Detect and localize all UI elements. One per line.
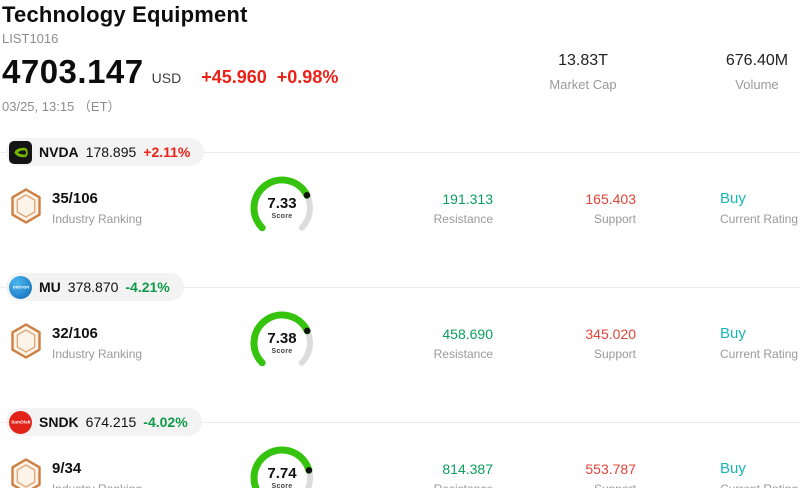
nvda-logo-icon [9, 140, 32, 164]
ranking-value: 9/34 [52, 460, 82, 477]
score-value: 7.38 [267, 330, 297, 347]
stock-symbol: NVDA [39, 144, 79, 160]
score-value: 7.74 [267, 465, 297, 482]
currency-label: USD [151, 70, 182, 86]
ranking-label: Industry Ranking [52, 347, 143, 361]
market-cap-value: 13.83T [558, 52, 608, 69]
volume-value: 676.40M [725, 52, 789, 69]
resistance-stat: 814.387 Resistance [342, 461, 493, 488]
timestamp: 03/25, 13:15 （ET） [2, 99, 121, 114]
sndk-logo-icon: SanDisk [9, 410, 32, 434]
ranking-label: Industry Ranking [52, 482, 222, 488]
industry-ranking: 9/34 Industry Ranking [52, 460, 222, 488]
rating-value[interactable]: Buy [720, 460, 746, 477]
score-gauge: 7.38 Score [242, 309, 322, 377]
price-change-pct: +0.98% [276, 67, 339, 87]
resistance-stat: 458.690 Resistance [342, 326, 493, 361]
stock-section-mu: micron MU 378.870 -4.21% 32/106 Industry… [0, 273, 800, 395]
score-label: Score [271, 483, 293, 488]
rating-stat: Buy Current Rating [636, 190, 800, 226]
stock-change-pct: -4.02% [143, 414, 188, 430]
rating-label: Current Rating [720, 212, 799, 226]
stock-change-pct: -4.21% [125, 279, 170, 295]
resistance-value: 814.387 [442, 460, 493, 477]
score-gauge: 7.74 Score [242, 444, 322, 488]
price-change: +45.960 [201, 67, 267, 87]
resistance-label: Resistance [433, 346, 493, 361]
volume-label: Volume [735, 77, 779, 92]
score-gauge: 7.33 Score [242, 174, 322, 242]
stock-header: NVDA 178.895 +2.11% [0, 138, 800, 166]
rating-stat: Buy Current Rating [636, 460, 800, 488]
rating-label: Current Rating [720, 347, 799, 361]
resistance-value: 191.313 [442, 190, 493, 207]
stock-symbol: MU [39, 279, 61, 295]
support-stat: 345.020 Support [493, 326, 636, 361]
stock-price: 178.895 [85, 144, 137, 160]
stock-body: 35/106 Industry Ranking 7.33 Score 191.3… [0, 174, 800, 242]
resistance-label: Resistance [433, 211, 493, 226]
volume-stat: 676.40M Volume [726, 52, 788, 92]
rating-stat: Buy Current Rating [636, 325, 800, 361]
stock-body: 32/106 Industry Ranking 7.38 Score 458.6… [0, 309, 800, 377]
stock-pill-nvda[interactable]: NVDA 178.895 +2.11% [6, 138, 205, 166]
score-value: 7.33 [267, 195, 297, 212]
ranking-badge-icon [8, 322, 52, 365]
support-label: Support [493, 482, 636, 488]
stock-price: 378.870 [67, 279, 119, 295]
industry-ranking: 35/106 Industry Ranking [52, 190, 222, 226]
support-value: 553.787 [585, 460, 636, 477]
stock-price: 674.215 [85, 414, 137, 430]
ranking-label: Industry Ranking [52, 212, 143, 226]
ranking-badge-icon [8, 187, 52, 230]
stock-pill-mu[interactable]: micron MU 378.870 -4.21% [6, 273, 184, 301]
stock-header: micron MU 378.870 -4.21% [0, 273, 800, 301]
industry-ranking: 32/106 Industry Ranking [52, 325, 222, 361]
list-id: LIST1016 [2, 31, 59, 46]
page-title: Technology Equipment [2, 2, 248, 27]
stock-header: SanDisk SNDK 674.215 -4.02% [0, 408, 800, 436]
stock-change-pct: +2.11% [143, 144, 191, 160]
market-cap-label: Market Cap [549, 77, 617, 92]
score-label: Score [271, 348, 293, 355]
resistance-value: 458.690 [442, 325, 493, 342]
rating-value[interactable]: Buy [720, 325, 746, 342]
market-cap-stat: 13.83T Market Cap [549, 52, 616, 92]
rating-value[interactable]: Buy [720, 190, 746, 207]
support-label: Support [593, 211, 636, 226]
support-stat: 165.403 Support [493, 191, 636, 226]
ranking-value: 32/106 [52, 325, 98, 342]
stock-section-sndk: SanDisk SNDK 674.215 -4.02% 9/34 Industr… [0, 408, 800, 488]
stock-section-nvda: NVDA 178.895 +2.11% 35/106 Industry Rank… [0, 138, 800, 260]
stock-body: 9/34 Industry Ranking 7.74 Score 814.387… [0, 444, 800, 488]
support-label: Support [593, 346, 636, 361]
support-value: 165.403 [585, 190, 636, 207]
resistance-label: Resistance [342, 482, 493, 488]
ranking-badge-icon [8, 457, 52, 488]
price-row: 4703.147 USD +45.960 +0.98% [2, 53, 800, 91]
stock-pill-sndk[interactable]: SanDisk SNDK 674.215 -4.02% [6, 408, 202, 436]
score-label: Score [271, 213, 293, 220]
ranking-value: 35/106 [52, 190, 98, 207]
support-value: 345.020 [585, 325, 636, 342]
stock-symbol: SNDK [39, 414, 79, 430]
mu-logo-icon: micron [9, 275, 32, 299]
rating-label: Current Rating [720, 482, 800, 488]
support-stat: 553.787 Support [493, 461, 636, 488]
index-price: 4703.147 [2, 53, 144, 90]
header: Technology Equipment LIST1016 4703.147 U… [0, 0, 800, 125]
resistance-stat: 191.313 Resistance [342, 191, 493, 226]
